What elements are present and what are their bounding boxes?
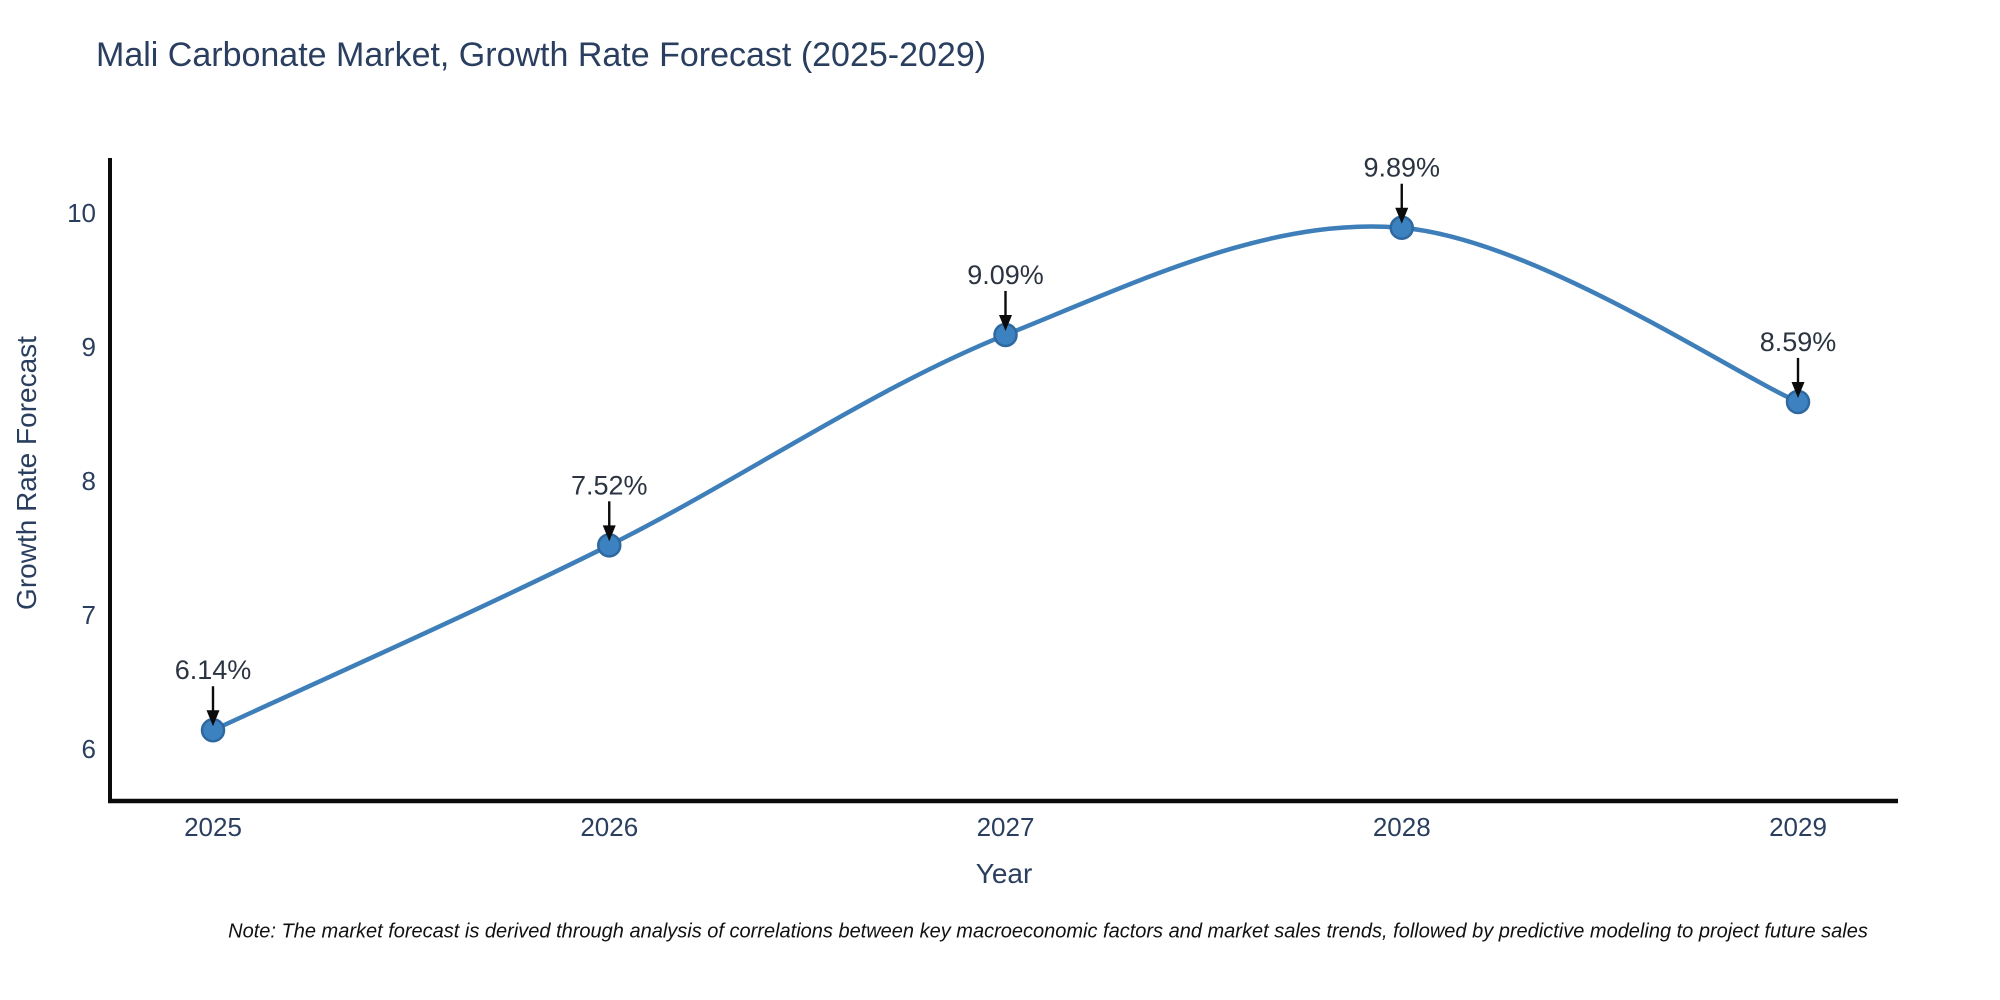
- y-tick-label: 8: [82, 466, 96, 496]
- data-point-label: 7.52%: [571, 470, 648, 500]
- x-tick-label: 2026: [580, 812, 638, 842]
- y-tick-label: 6: [82, 734, 96, 764]
- y-tick-label: 9: [82, 332, 96, 362]
- x-axis-title: Year: [975, 858, 1033, 889]
- annotation-arrow-head: [602, 525, 616, 542]
- data-point-label: 6.14%: [175, 655, 252, 685]
- x-tick-label: 2028: [1373, 812, 1431, 842]
- data-point-label: 9.09%: [967, 260, 1044, 290]
- annotation-arrow-head: [206, 710, 220, 727]
- footnote: Note: The market forecast is derived thr…: [228, 920, 1868, 943]
- annotation-arrow-head: [1395, 207, 1409, 224]
- data-point-label: 8.59%: [1760, 327, 1837, 357]
- annotation-arrow-head: [1791, 381, 1805, 398]
- x-tick-label: 2029: [1769, 812, 1827, 842]
- y-tick-label: 7: [82, 600, 96, 630]
- x-tick-label: 2027: [977, 812, 1035, 842]
- x-tick-label: 2025: [184, 812, 242, 842]
- chart-title: Mali Carbonate Market, Growth Rate Forec…: [96, 36, 987, 74]
- data-point-label: 9.89%: [1363, 153, 1440, 183]
- annotation-arrow-head: [999, 314, 1012, 331]
- y-tick-label: 10: [67, 198, 96, 228]
